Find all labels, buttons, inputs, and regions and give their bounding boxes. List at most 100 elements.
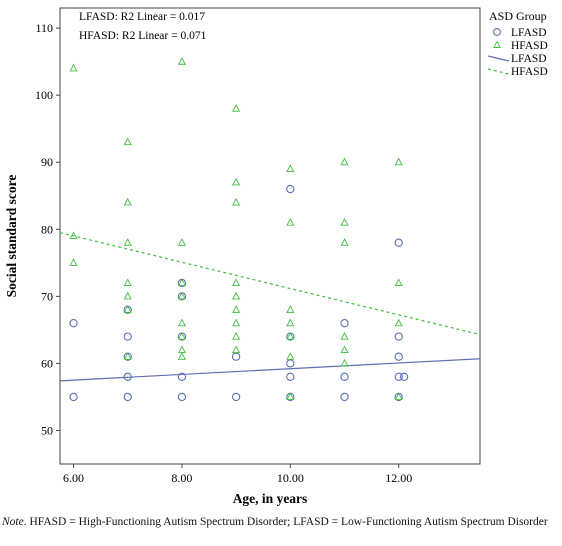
- y-axis: 50 60 70 80 90 100 110: [35, 21, 60, 437]
- hfasd-point: [394, 392, 403, 400]
- hfasd-point: [123, 278, 132, 286]
- lfasd-fit-line: [59, 358, 481, 382]
- hfasd-point: [177, 278, 186, 286]
- legend-label: LFASD: [511, 27, 547, 39]
- hfasd-point: [123, 238, 132, 246]
- hfasd-point: [286, 392, 295, 400]
- lfasd-point: [69, 392, 78, 402]
- lfasd-point: [231, 392, 241, 402]
- lfasd-point: [340, 319, 349, 328]
- y-tick-label: 90: [41, 155, 53, 169]
- y-tick-label: 80: [41, 222, 53, 236]
- hfasd-point: [286, 332, 295, 340]
- hfasd-point: [232, 305, 241, 313]
- lfasd-point: [286, 184, 295, 194]
- lfasd-point: [394, 372, 403, 381]
- x-tick-label: 6.00: [63, 471, 84, 485]
- lfasd-point: [286, 359, 295, 368]
- legend-solid-line: [487, 55, 510, 62]
- lfasd-point: [286, 372, 295, 381]
- lfasd-point: [177, 372, 187, 381]
- lfasd-point: [394, 352, 403, 361]
- hfasd-point: [123, 197, 132, 206]
- hfasd-point: [177, 318, 186, 327]
- hfasd-point: [232, 278, 241, 286]
- hfasd-point: [286, 218, 295, 226]
- hfasd-point: [394, 318, 403, 327]
- figure-note: Note. HFASD = High-Functioning Autism Sp…: [2, 516, 562, 529]
- x-axis: 6.00 8.00 10.00 12.00: [63, 464, 412, 485]
- hfasd-point: [232, 318, 241, 327]
- x-tick-label: 10.00: [277, 471, 304, 485]
- hfasd-point: [286, 352, 295, 360]
- hfasd-point: [394, 157, 403, 166]
- hfasd-point: [69, 231, 78, 240]
- hfasd-point: [394, 278, 403, 286]
- lfasd-point: [177, 392, 187, 402]
- hfasd-point: [232, 291, 241, 300]
- hfasd-point: [177, 291, 186, 300]
- y-axis-label: Social standard score: [4, 175, 19, 298]
- hfasd-point: [340, 332, 349, 340]
- y-tick-label: 70: [41, 289, 53, 303]
- hfasd-point: [340, 157, 349, 166]
- x-tick-label: 8.00: [171, 471, 192, 485]
- legend-label: LFASD: [511, 53, 547, 65]
- lfasd-point: [69, 319, 78, 328]
- hfasd-point: [232, 177, 241, 186]
- lfasd-point: [394, 238, 403, 247]
- hfasd-point: [123, 305, 132, 313]
- hfasd-point: [177, 57, 186, 65]
- legend-label: HFASD: [511, 40, 548, 52]
- hfasd-point: [177, 352, 186, 360]
- hfasd-point: [340, 358, 349, 367]
- scatter-chart: 50 60 70 80 90 100 110 6.00 8.00 10.00 12.00 LFAS…: [4, 7, 548, 506]
- hfasd-point: [340, 345, 349, 354]
- lfasd-point: [340, 372, 349, 381]
- x-tick-label: 12.00: [385, 471, 412, 485]
- legend-triangle-marker: [493, 40, 501, 48]
- note-text: . HFASD = High-Functioning Autism Spectr…: [23, 516, 548, 528]
- r2-annotations: LFASD: R2 Linear = 0.017 HFASD: R2 Linear…: [79, 11, 207, 42]
- hfasd-point: [340, 218, 349, 226]
- r2-annotation: HFASD: R2 Linear = 0.071: [79, 30, 207, 42]
- hfasd-point: [286, 164, 295, 172]
- lfasd-point: [399, 372, 409, 381]
- y-tick-label: 60: [41, 356, 53, 370]
- lfasd-point: [123, 372, 132, 381]
- y-tick-label: 110: [35, 21, 53, 35]
- plot-area: [59, 7, 481, 465]
- hfasd-point: [340, 238, 349, 246]
- legend-circle-marker: [493, 28, 501, 36]
- hfasd-point: [123, 352, 132, 360]
- hfasd-fit-line: [59, 232, 481, 336]
- legend-title: ASD Group: [489, 9, 547, 23]
- lfasd-point: [123, 392, 132, 402]
- hfasd-point: [232, 104, 241, 112]
- hfasd-point: [286, 318, 295, 327]
- lfasd-point: [231, 352, 241, 361]
- hfasd-point: [232, 197, 241, 206]
- y-tick-label: 100: [35, 88, 53, 102]
- lfasd-point: [340, 392, 349, 402]
- hfasd-point: [69, 258, 78, 266]
- hfasd-point: [69, 63, 78, 72]
- hfasd-point: [286, 305, 295, 313]
- legend-dashed-line: [487, 68, 510, 75]
- hfasd-point: [177, 238, 186, 246]
- hfasd-point: [232, 332, 241, 340]
- note-lead: Note: [2, 516, 24, 528]
- lfasd-point: [123, 332, 132, 341]
- lfasd-point: [394, 332, 403, 341]
- hfasd-point: [232, 345, 241, 354]
- legend-label: HFASD: [511, 66, 548, 78]
- hfasd-point: [123, 291, 132, 300]
- x-axis-label: Age, in years: [233, 491, 308, 506]
- fit-lines: [59, 232, 481, 382]
- y-tick-label: 50: [41, 423, 53, 437]
- r2-annotation: LFASD: R2 Linear = 0.017: [79, 11, 205, 23]
- data-points: [69, 57, 409, 402]
- hfasd-point: [123, 137, 132, 146]
- hfasd-point: [177, 332, 186, 340]
